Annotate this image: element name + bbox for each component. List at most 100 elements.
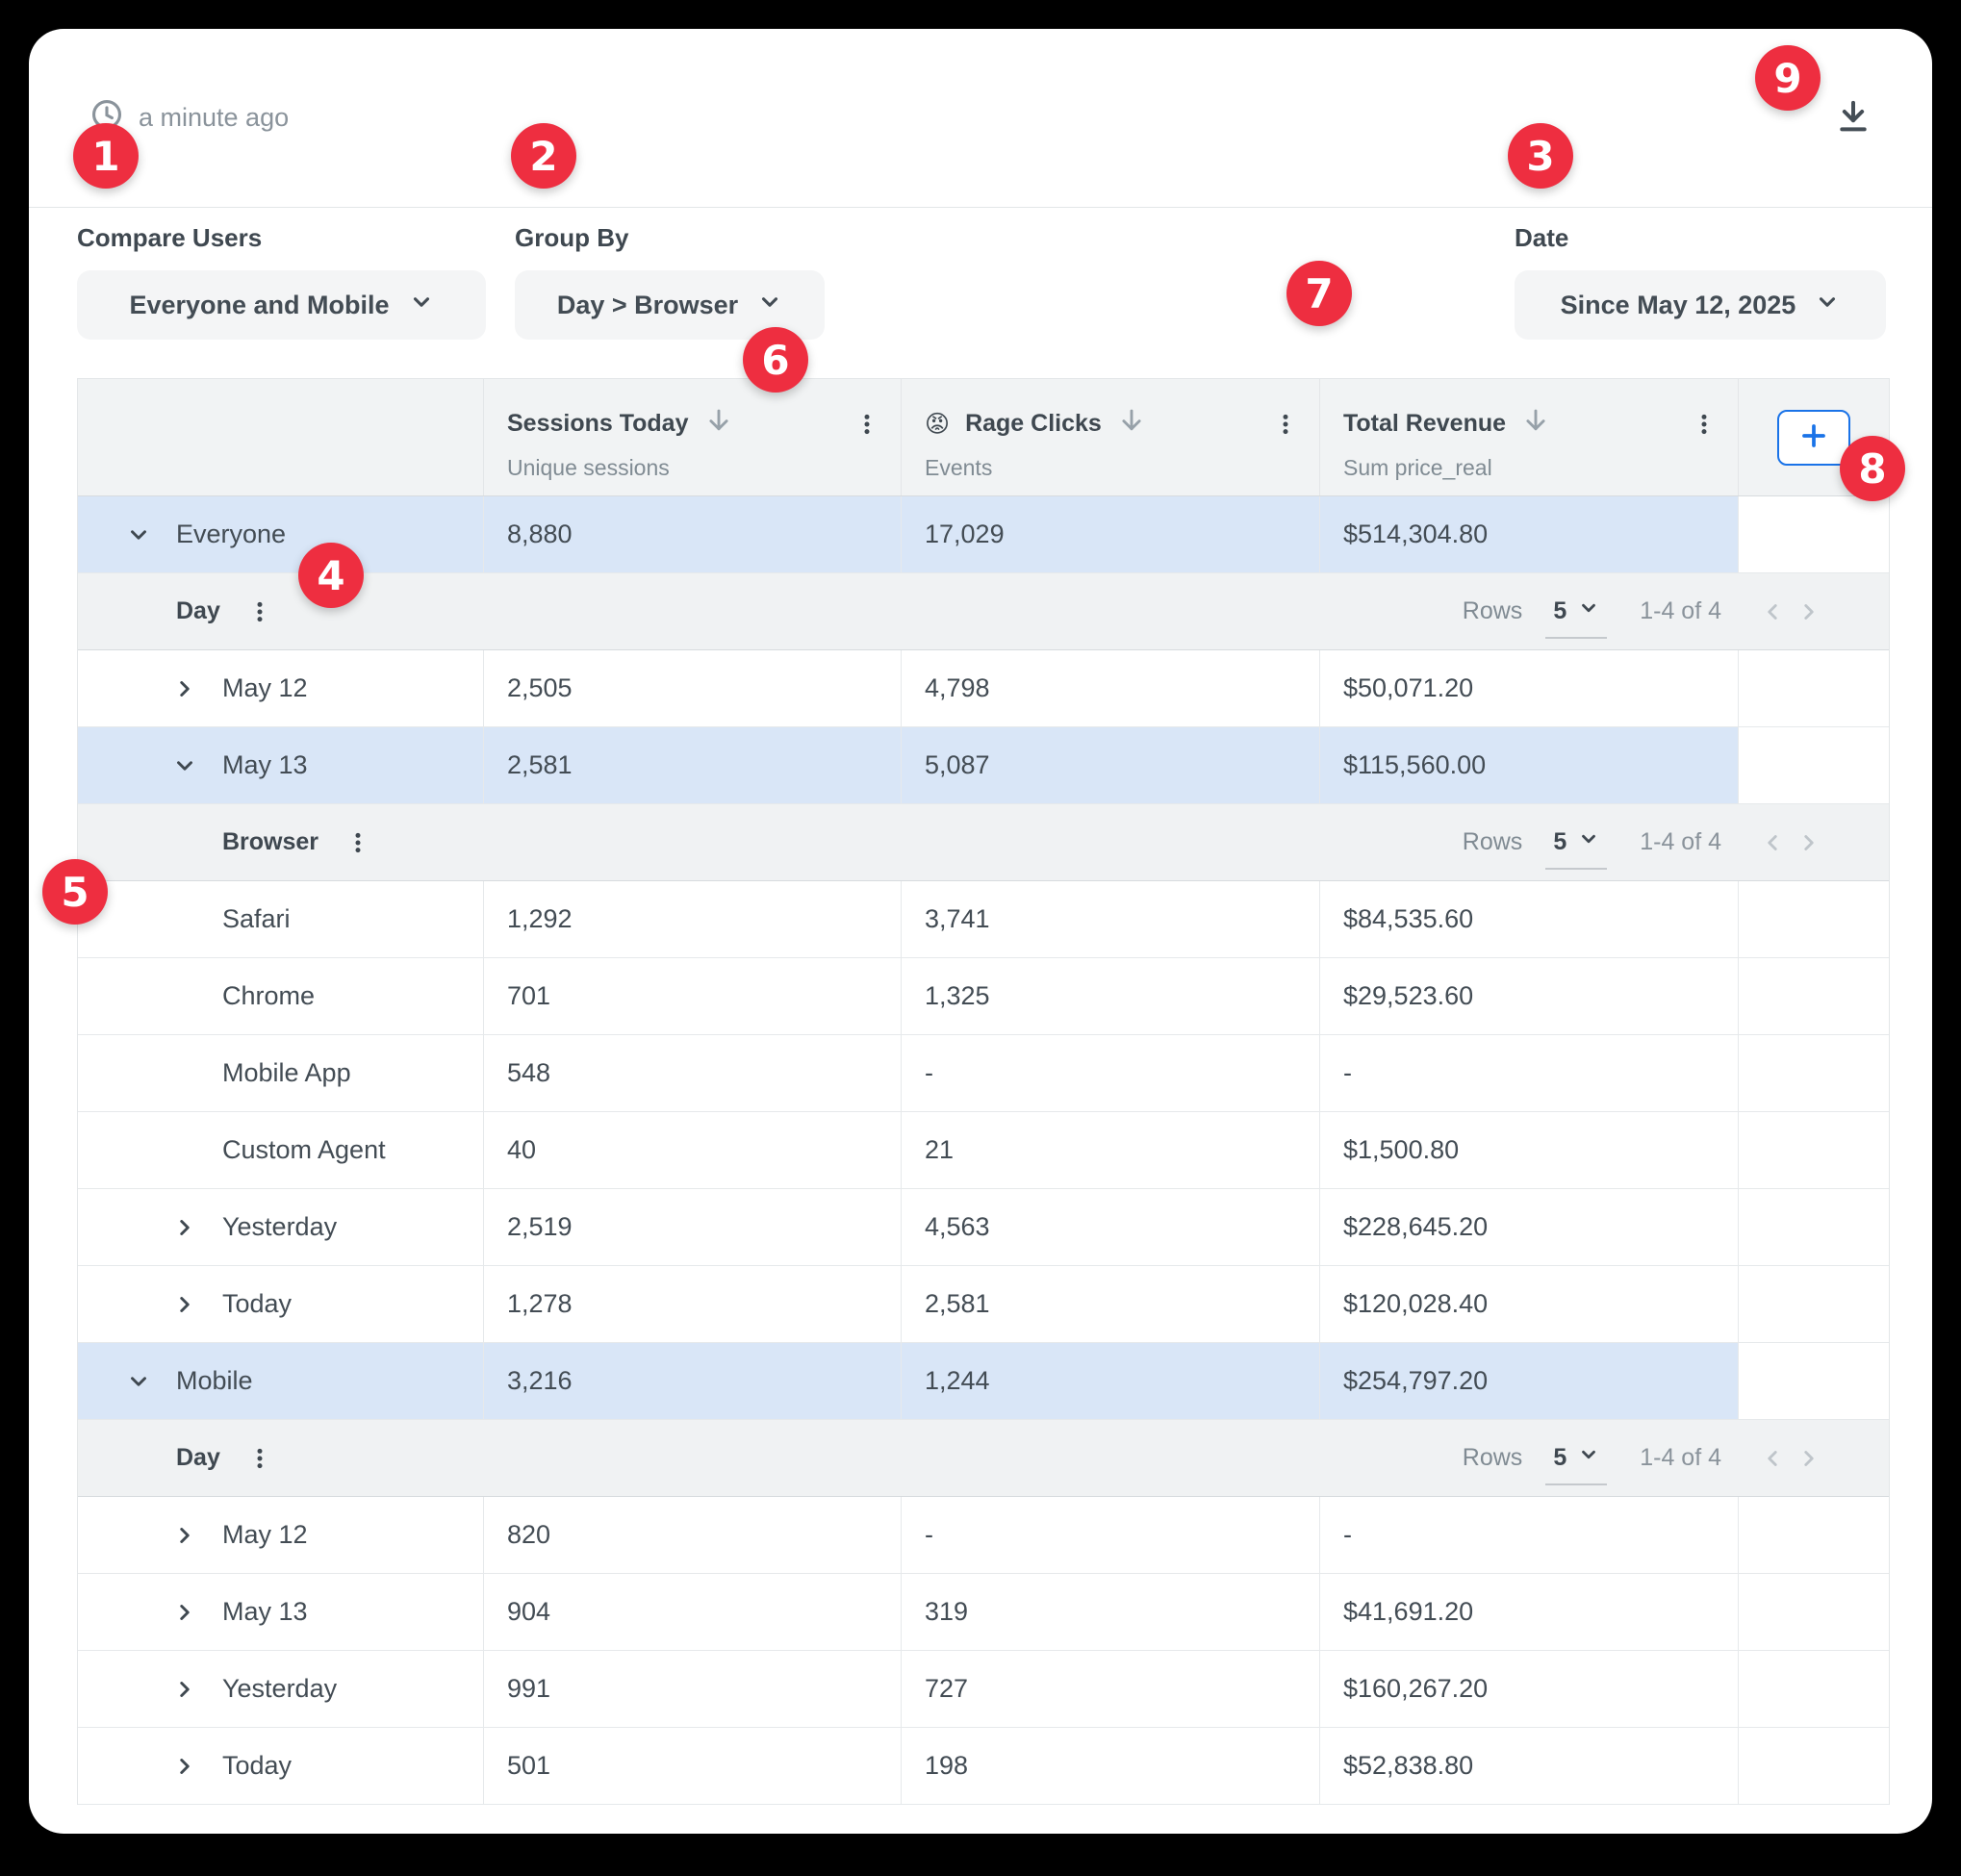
column-subtitle: Events (925, 455, 993, 480)
table-row-safari[interactable]: Safari 1,292 3,741 $84,535.60 (78, 881, 1889, 958)
empty-cell (1739, 881, 1889, 957)
table-row-custom-agent[interactable]: Custom Agent 40 21 $1,500.80 (78, 1112, 1889, 1189)
group-pagination: Rows 5 1-4 of 4 (1462, 822, 1827, 870)
cell-value: $115,560.00 (1343, 750, 1487, 779)
date-dropdown[interactable]: Since May 12, 2025 (1515, 270, 1886, 340)
group-label: Day (176, 1444, 220, 1471)
chevron-down-icon (1578, 597, 1599, 625)
table-row-today[interactable]: Today 1,278 2,581 $120,028.40 (78, 1266, 1889, 1343)
cell-value: 991 (507, 1674, 551, 1703)
row-label: Chrome (222, 981, 316, 1010)
expand-row-icon[interactable] (172, 1215, 197, 1240)
table-row-yesterday[interactable]: Yesterday 991 727 $160,267.20 (78, 1651, 1889, 1728)
column-title: Sessions Today (507, 410, 689, 437)
rows-per-page-select[interactable]: 5 (1545, 1444, 1608, 1485)
cell-value: 2,581 (925, 1289, 990, 1318)
cell-value: $50,071.20 (1343, 673, 1474, 702)
annotation-badge-6: 6 (743, 327, 808, 393)
annotation-badge-9: 9 (1755, 45, 1821, 111)
next-page-button[interactable] (1791, 594, 1827, 630)
table-row-everyone[interactable]: Everyone 8,880 17,029 $514,304.80 (78, 496, 1889, 573)
table-row-may-12[interactable]: May 12 2,505 4,798 $50,071.20 (78, 650, 1889, 727)
column-menu-button[interactable] (1692, 412, 1717, 437)
group-header-browser: Browser Rows 5 1-4 of 4 (78, 804, 1889, 881)
column-title: Rage Clicks (965, 410, 1102, 437)
pagination-range: 1-4 of 4 (1640, 597, 1721, 624)
annotation-badge-7: 7 (1286, 261, 1352, 326)
next-page-button[interactable] (1791, 824, 1827, 861)
collapse-row-icon[interactable] (126, 1369, 151, 1394)
rows-per-page-select[interactable]: 5 (1545, 828, 1608, 870)
expand-row-icon[interactable] (172, 1523, 197, 1548)
group-menu-button[interactable] (247, 1446, 272, 1471)
group-menu-button[interactable] (247, 599, 272, 624)
expand-row-icon[interactable] (172, 1754, 197, 1779)
empty-cell (1739, 496, 1889, 572)
column-menu-button[interactable] (1273, 412, 1298, 437)
table-row-may-13[interactable]: May 13 904 319 $41,691.20 (78, 1574, 1889, 1651)
expand-row-icon[interactable] (172, 1600, 197, 1625)
metrics-table: Sessions Today Unique sessions 😡 Rage Click… (77, 378, 1890, 1805)
previous-page-button[interactable] (1754, 594, 1791, 630)
download-icon (1834, 97, 1872, 139)
rage-emoji-icon: 😡 (925, 410, 951, 438)
cell-value: 3,216 (507, 1366, 573, 1395)
row-label: Custom Agent (222, 1135, 386, 1164)
previous-page-button[interactable] (1754, 824, 1791, 861)
topbar: a minute ago (29, 29, 1932, 208)
group-label: Browser (222, 828, 319, 855)
cell-value: 8,880 (507, 520, 573, 548)
table-row-mobile-app[interactable]: Mobile App 548 - - (78, 1035, 1889, 1112)
group-by-label: Group By (515, 223, 629, 252)
cell-value: $41,691.20 (1343, 1597, 1474, 1626)
row-label-column-header (78, 379, 484, 495)
table-row-chrome[interactable]: Chrome 701 1,325 $29,523.60 (78, 958, 1889, 1035)
cell-value: $160,267.20 (1343, 1674, 1489, 1703)
cell-value: 319 (925, 1597, 969, 1626)
previous-page-button[interactable] (1754, 1440, 1791, 1477)
expand-row-icon[interactable] (172, 1292, 197, 1317)
cell-value: 501 (507, 1751, 551, 1780)
row-label: Mobile App (222, 1058, 351, 1087)
table-row-may-13[interactable]: May 13 2,581 5,087 $115,560.00 (78, 727, 1889, 804)
column-subtitle: Sum price_real (1343, 455, 1492, 480)
collapse-row-icon[interactable] (126, 522, 151, 547)
table-row-may-12[interactable]: May 12 820 - - (78, 1497, 1889, 1574)
collapse-row-icon[interactable] (172, 753, 197, 778)
cell-value: $254,797.20 (1343, 1366, 1489, 1395)
date-value: Since May 12, 2025 (1560, 290, 1796, 319)
sort-desc-icon[interactable] (704, 406, 733, 442)
add-metric-button[interactable] (1777, 409, 1850, 466)
next-page-button[interactable] (1791, 1440, 1827, 1477)
column-header-rage-clicks: 😡 Rage Clicks Events (902, 379, 1320, 495)
compare-users-dropdown[interactable]: Everyone and Mobile (77, 270, 486, 340)
row-label: Today (222, 1289, 293, 1318)
group-menu-button[interactable] (345, 830, 370, 855)
row-label: May 12 (222, 673, 308, 702)
expand-row-icon[interactable] (172, 1677, 197, 1702)
table-row-mobile[interactable]: Mobile 3,216 1,244 $254,797.20 (78, 1343, 1889, 1420)
download-button[interactable] (1828, 91, 1878, 144)
pagination-range: 1-4 of 4 (1640, 1444, 1721, 1471)
rows-per-page-select[interactable]: 5 (1545, 597, 1608, 639)
expand-row-icon[interactable] (172, 676, 197, 701)
row-label: Everyone (176, 520, 287, 548)
table-header-row: Sessions Today Unique sessions 😡 Rage Click… (78, 379, 1889, 496)
sort-desc-icon[interactable] (1521, 406, 1550, 442)
cell-value: 1,278 (507, 1289, 573, 1318)
add-column-header (1739, 379, 1889, 495)
annotation-badge-8: 8 (1840, 436, 1905, 501)
sort-desc-icon[interactable] (1117, 406, 1146, 442)
empty-cell (1739, 650, 1889, 726)
table-row-today[interactable]: Today 501 198 $52,838.80 (78, 1728, 1889, 1805)
cell-value: $228,645.20 (1343, 1212, 1489, 1241)
empty-cell (1739, 1574, 1889, 1650)
cell-value: $514,304.80 (1343, 520, 1489, 548)
table-row-yesterday[interactable]: Yesterday 2,519 4,563 $228,645.20 (78, 1189, 1889, 1266)
empty-cell (1739, 1189, 1889, 1265)
cell-value: 727 (925, 1674, 969, 1703)
plus-icon (1798, 420, 1829, 454)
annotation-badge-4: 4 (298, 543, 364, 608)
column-menu-button[interactable] (854, 412, 879, 437)
rows-per-page-label: Rows (1462, 828, 1523, 855)
